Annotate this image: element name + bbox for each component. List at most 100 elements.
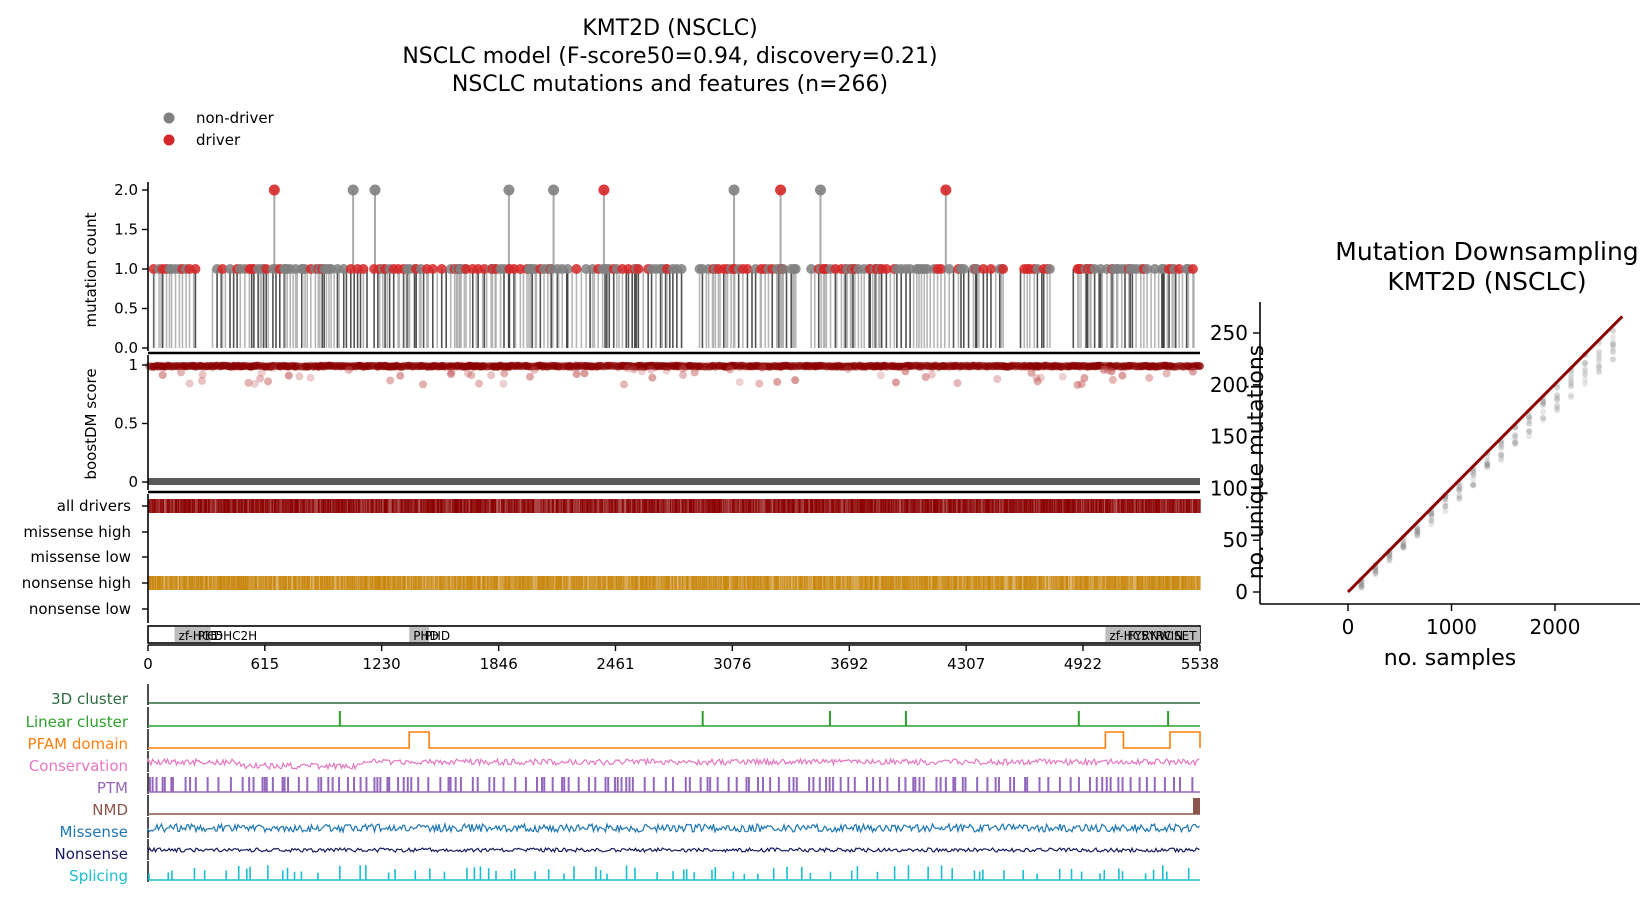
all-drivers-bar <box>754 499 756 513</box>
all-drivers-bar <box>724 499 727 513</box>
all-drivers-bar <box>942 499 945 513</box>
all-drivers-bar <box>439 499 441 513</box>
domain-box <box>1169 627 1200 642</box>
nonsense-high-bar <box>1032 576 1035 590</box>
all-drivers-bar <box>669 499 672 513</box>
all-drivers-bar <box>935 499 938 513</box>
nonsense-high-bar <box>372 576 375 590</box>
nonsense-high-bar <box>946 576 948 590</box>
nonsense-high-bar <box>892 576 895 590</box>
nonsense-high-bar <box>697 576 700 590</box>
nonsense-high-bar <box>1079 576 1082 590</box>
all-drivers-bar <box>487 499 490 513</box>
all-drivers-bar <box>1195 499 1197 513</box>
all-drivers-bar <box>568 499 570 513</box>
nonsense-high-bar <box>676 576 679 590</box>
nonsense-high-bar <box>1121 576 1123 590</box>
all-drivers-bar <box>1123 499 1126 513</box>
feature-label: Splicing <box>69 867 128 885</box>
all-drivers-bar <box>468 499 470 513</box>
nonsense-high-bar <box>1129 576 1132 590</box>
all-drivers-bar <box>1162 499 1164 513</box>
all-drivers-bar <box>456 499 458 513</box>
all-drivers-bar <box>602 499 605 513</box>
all-drivers-bar <box>1136 499 1139 513</box>
all-drivers-bar <box>829 499 832 513</box>
all-drivers-bar <box>1040 499 1043 513</box>
nonsense-high-bar <box>332 576 335 590</box>
lollipop-marker <box>436 264 447 274</box>
nonsense-high-bar <box>823 576 826 590</box>
nonsense-high-bar <box>509 576 511 590</box>
nonsense-high-bar <box>1042 576 1044 590</box>
protein-x-tick-label: 1846 <box>480 655 518 673</box>
all-drivers-bar <box>541 499 544 513</box>
downsampling-point <box>1582 380 1589 387</box>
downsampling-point <box>1428 511 1435 518</box>
all-drivers-bar <box>566 499 569 513</box>
nonsense-high-bar <box>793 576 795 590</box>
nonsense-high-bar <box>909 576 912 590</box>
nonsense-high-bar <box>638 576 640 590</box>
nonsense-high-bar <box>251 576 254 590</box>
all-drivers-bar <box>1121 499 1124 513</box>
all-drivers-bar <box>891 499 894 513</box>
downsampling-point <box>1372 569 1379 576</box>
lollipop-marker <box>562 264 573 274</box>
feature-label: NMD <box>92 801 128 819</box>
nonsense-high-bar <box>865 576 868 590</box>
nonsense-high-bar <box>244 576 247 590</box>
boostdm-point-low <box>758 363 767 372</box>
downsampling-x-axis-label: no. samples <box>1384 646 1516 671</box>
nonsense-high-bar <box>168 576 171 590</box>
nonsense-high-bar <box>739 576 742 590</box>
nonsense-high-bar <box>408 576 410 590</box>
boostdm-point-low <box>1099 365 1108 374</box>
consequence-row-label: missense low <box>30 548 131 566</box>
all-drivers-bar <box>353 499 356 513</box>
nonsense-high-bar <box>1121 576 1124 590</box>
all-drivers-bar <box>786 499 788 513</box>
nonsense-high-bar <box>358 576 361 590</box>
nonsense-high-bar <box>1026 576 1028 590</box>
boostdm-point <box>255 361 264 370</box>
downsampling-point <box>1386 552 1393 559</box>
all-drivers-bar <box>889 499 892 513</box>
nonsense-high-bar <box>170 576 172 590</box>
nonsense-high-bar <box>234 576 237 590</box>
all-drivers-bar <box>744 499 747 513</box>
nonsense-high-bar <box>207 576 210 590</box>
nonsense-high-bar <box>535 576 538 590</box>
downsampling-point <box>1498 440 1505 447</box>
nonsense-high-bar <box>1008 576 1010 590</box>
nonsense-high-bar <box>753 576 756 590</box>
all-drivers-bar <box>816 499 818 513</box>
boostdm-point-low <box>1107 367 1116 376</box>
boostdm-point-low <box>678 364 687 373</box>
all-drivers-bar <box>537 499 539 513</box>
lollipop-marker <box>922 264 933 274</box>
nonsense-high-bar <box>1162 576 1165 590</box>
all-drivers-bar <box>175 499 178 513</box>
nonsense-high-bar <box>593 576 596 590</box>
all-drivers-bar <box>922 499 924 513</box>
nonsense-high-bar <box>677 576 680 590</box>
all-drivers-bar <box>1181 499 1183 513</box>
nonsense-high-bar <box>1037 576 1039 590</box>
nonsense-high-bar <box>250 576 252 590</box>
boostdm-point-low <box>927 370 936 379</box>
nonsense-high-bar <box>1145 576 1147 590</box>
all-drivers-bar <box>1036 499 1039 513</box>
nonsense-high-bar <box>1182 576 1184 590</box>
downsampling-point <box>1428 515 1435 522</box>
domain-label: PHD <box>198 629 224 643</box>
all-drivers-bar <box>955 499 957 513</box>
nonsense-high-bar <box>643 576 645 590</box>
all-drivers-bar <box>580 499 582 513</box>
all-drivers-bar <box>591 499 593 513</box>
all-drivers-bar <box>915 499 917 513</box>
all-drivers-bar <box>802 499 805 513</box>
all-drivers-bar <box>737 499 739 513</box>
nonsense-high-bar <box>907 576 909 590</box>
nonsense-high-bar <box>499 576 502 590</box>
